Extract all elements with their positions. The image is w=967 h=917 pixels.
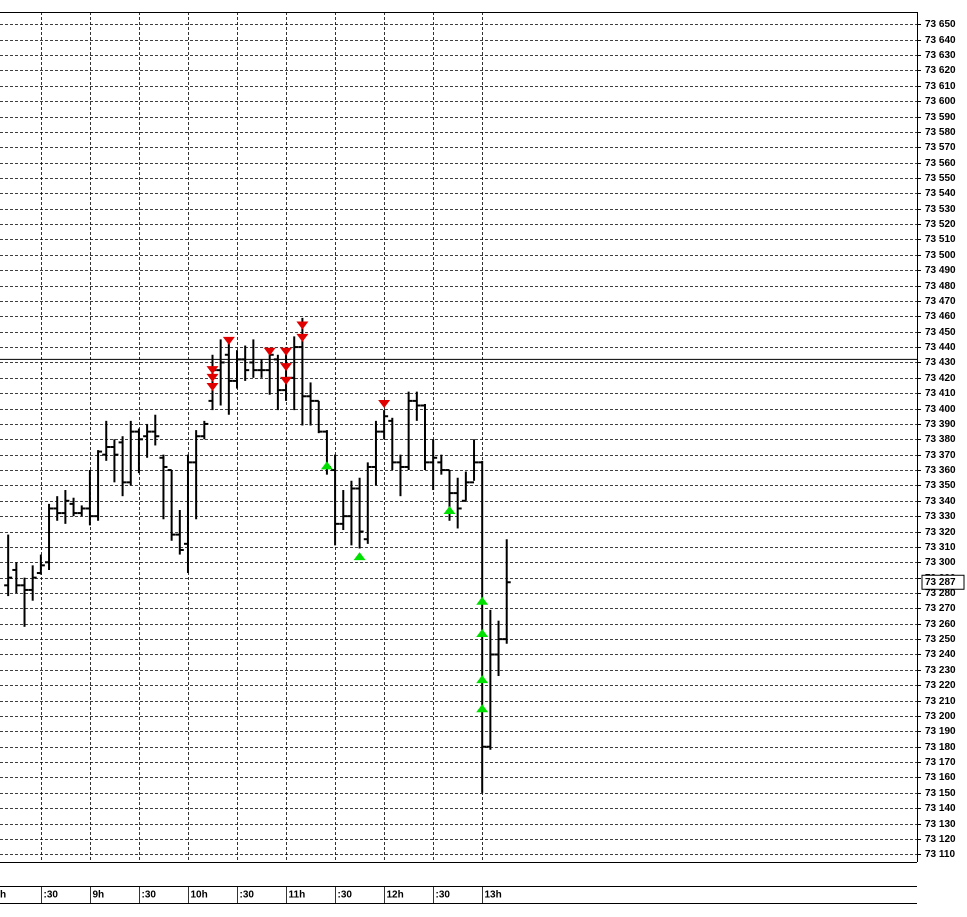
y-tick-label: 73 560	[925, 158, 956, 169]
y-tick-label: 73 530	[925, 204, 956, 215]
y-tick-label: 73 180	[925, 742, 956, 753]
y-tick-label: 73 600	[925, 96, 956, 107]
x-tick-label: :30	[44, 890, 59, 901]
x-tick-label: 9h	[93, 890, 105, 901]
y-tick-label: 73 380	[925, 434, 956, 445]
y-tick-label: 73 570	[925, 142, 956, 153]
last-price-box	[921, 574, 965, 590]
y-tick-label: 73 170	[925, 757, 956, 768]
y-tick-label: 73 260	[925, 619, 956, 630]
sell-arrow	[296, 321, 309, 330]
y-tick-label: 73 610	[925, 81, 956, 92]
y-tick-label: 73 580	[925, 127, 956, 138]
y-tick-label: 73 510	[925, 234, 956, 245]
y-tick-label: 73 360	[925, 465, 956, 476]
y-tick-label: 73 650	[925, 19, 956, 30]
x-tick-label: 13h	[485, 890, 502, 901]
y-tick-label: 73 390	[925, 419, 956, 430]
y-tick-label: 73 640	[925, 35, 956, 46]
sell-arrow	[206, 373, 219, 382]
y-tick-label: 73 590	[925, 112, 956, 123]
sell-arrow	[280, 347, 293, 356]
y-tick-label: 73 130	[925, 819, 956, 830]
y-tick-label: 73 120	[925, 834, 956, 845]
sell-arrow	[206, 366, 219, 375]
x-tick-label: :30	[436, 890, 451, 901]
sell-arrow	[263, 347, 276, 356]
y-tick-label: 73 300	[925, 557, 956, 568]
y-tick-label: 73 230	[925, 665, 956, 676]
y-tick-label: 73 200	[925, 711, 956, 722]
y-tick-label: 73 210	[925, 696, 956, 707]
buy-arrow	[476, 704, 489, 713]
x-tick-label: :30	[240, 890, 255, 901]
y-tick-label: 73 500	[925, 250, 956, 261]
y-tick-label: 73 550	[925, 173, 956, 184]
sell-arrow	[296, 333, 309, 342]
x-tick-label: 11h	[289, 890, 306, 901]
sell-arrow	[222, 336, 235, 345]
x-tick-label: 10h	[191, 890, 208, 901]
y-tick-label: 73 370	[925, 450, 956, 461]
y-tick-label: 73 320	[925, 527, 956, 538]
buy-arrow	[476, 628, 489, 637]
y-tick-label: 73 480	[925, 281, 956, 292]
y-tick-label: 73 140	[925, 803, 956, 814]
y-tick-label: 73 220	[925, 680, 956, 691]
sell-arrow	[378, 399, 391, 408]
y-tick-label: 73 190	[925, 726, 956, 737]
y-tick-label: 73 240	[925, 649, 956, 660]
y-tick-label: 73 450	[925, 327, 956, 338]
x-tick-label: :30	[142, 890, 157, 901]
x-tick-label: 8h	[0, 890, 6, 901]
y-tick-label: 73 440	[925, 342, 956, 353]
x-tick-label: :30	[338, 890, 353, 901]
y-tick-label: 73 430	[925, 357, 956, 368]
y-tick-label: 73 540	[925, 188, 956, 199]
buy-arrow	[476, 596, 489, 605]
x-tick-label: 12h	[387, 890, 404, 901]
sell-arrow	[280, 363, 293, 372]
last-price-label: 73 287	[925, 577, 956, 588]
sell-arrow	[280, 376, 293, 385]
y-tick-label: 73 350	[925, 480, 956, 491]
y-tick-label: 73 330	[925, 511, 956, 522]
y-tick-label: 73 630	[925, 50, 956, 61]
y-tick-label: 73 470	[925, 296, 956, 307]
y-tick-label: 73 150	[925, 788, 956, 799]
sell-arrow	[206, 383, 219, 392]
y-tick-label: 73 490	[925, 265, 956, 276]
y-tick-label: 73 280	[925, 588, 956, 599]
y-tick-label: 73 110	[925, 849, 955, 860]
buy-arrow	[320, 461, 333, 470]
y-tick-label: 73 520	[925, 219, 956, 230]
y-tick-label: 73 270	[925, 603, 956, 614]
y-tick-label: 73 420	[925, 373, 956, 384]
y-tick-label: 73 620	[925, 65, 956, 76]
buy-arrow	[443, 506, 456, 515]
y-tick-label: 73 160	[925, 772, 956, 783]
buy-arrow	[476, 675, 489, 684]
buy-arrow	[353, 552, 366, 561]
y-tick-label: 73 340	[925, 496, 956, 507]
y-tick-label: 73 310	[925, 542, 956, 553]
y-tick-label: 73 410	[925, 388, 956, 399]
y-tick-label: 73 250	[925, 634, 956, 645]
y-tick-label: 73 460	[925, 311, 956, 322]
y-tick-label: 73 400	[925, 404, 956, 415]
